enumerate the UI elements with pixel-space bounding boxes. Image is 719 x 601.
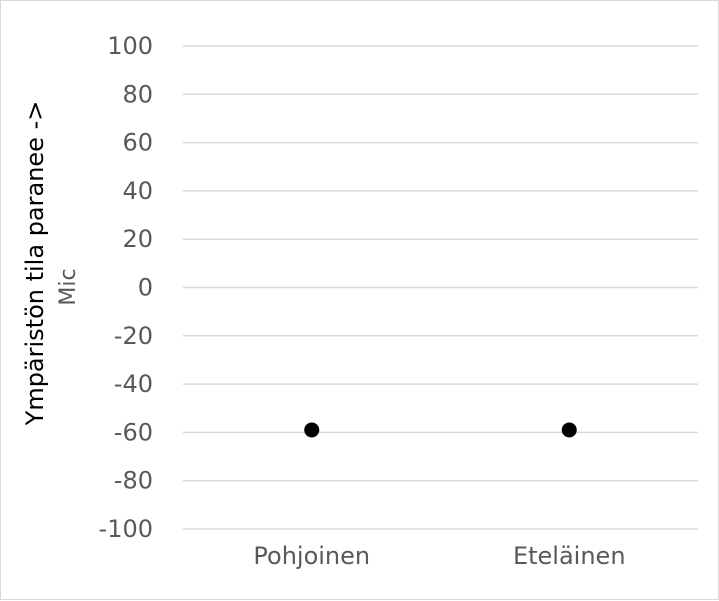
y-axis-label: Ympäristön tila paranee ->	[21, 101, 49, 427]
y-tick-label: 80	[122, 80, 153, 108]
y-tick-label: -100	[99, 515, 153, 543]
x-axis-ticks: Pohjoinen Eteläinen	[253, 542, 625, 570]
y-tick-label: -20	[114, 322, 153, 350]
y-tick-label: 60	[122, 129, 153, 157]
y-axis-sublabel: Mic	[56, 268, 81, 305]
data-point	[304, 422, 320, 438]
y-tick-label: 40	[122, 177, 153, 205]
y-tick-label: -40	[114, 370, 153, 398]
data-points	[304, 422, 577, 438]
data-point	[561, 422, 577, 438]
y-tick-label: -80	[114, 467, 153, 495]
y-axis-ticks: 100 80 60 40 20 0 -20 -40 -60 -80 -100	[99, 32, 153, 543]
y-tick-label: 0	[138, 274, 153, 302]
y-tick-label: -60	[114, 418, 153, 446]
y-tick-label: 100	[107, 32, 153, 60]
gridlines	[183, 45, 698, 530]
y-tick-label: 20	[122, 225, 153, 253]
x-tick-label: Pohjoinen	[253, 542, 370, 570]
x-tick-label: Eteläinen	[513, 542, 626, 570]
